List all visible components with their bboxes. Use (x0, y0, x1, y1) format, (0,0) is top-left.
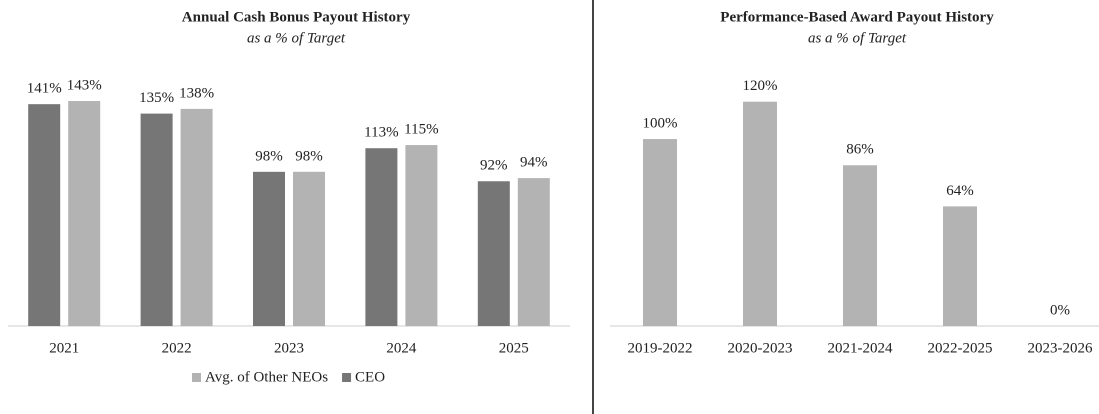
value-label: 86% (846, 142, 874, 158)
bar (293, 171, 325, 326)
value-label: 100% (643, 116, 678, 132)
value-label: 120% (743, 78, 778, 94)
bar (365, 148, 398, 326)
x-tick-label: 2023-2026 (1028, 340, 1093, 356)
value-label: 98% (255, 148, 283, 164)
chart-subtitle: as a % of Target (808, 30, 907, 46)
legend-label: Avg. of Other NEOs (205, 369, 328, 385)
x-tick-label: 2021 (49, 340, 79, 356)
value-label: 141% (27, 81, 62, 97)
value-label: 113% (364, 125, 398, 141)
chart-title: Annual Cash Bonus Payout History (182, 9, 411, 25)
x-tick-label: 2023 (274, 340, 304, 356)
x-tick-label: 2020-2023 (728, 340, 793, 356)
legend-swatch (192, 373, 201, 382)
bar (517, 178, 550, 326)
bar (253, 171, 285, 326)
bar (28, 104, 61, 326)
value-label: 143% (67, 77, 102, 93)
value-label: 115% (404, 122, 438, 138)
bar (943, 206, 977, 326)
value-label: 92% (480, 158, 508, 174)
bar (743, 101, 777, 326)
legend-swatch (342, 373, 352, 382)
x-tick-label: 2022 (162, 340, 192, 356)
bar (477, 181, 510, 326)
x-tick-label: 2022-2025 (928, 340, 993, 356)
bar (643, 139, 677, 326)
bar (843, 165, 877, 326)
x-tick-label: 2019-2022 (628, 340, 693, 356)
value-label: 138% (179, 85, 214, 101)
bar (68, 101, 101, 326)
bar (405, 145, 438, 326)
value-label: 0% (1050, 302, 1070, 318)
bar (140, 113, 173, 326)
bar (180, 108, 213, 326)
value-label: 94% (520, 155, 548, 171)
value-label: 98% (295, 148, 323, 164)
x-tick-label: 2021-2024 (828, 340, 893, 356)
chart-title: Performance-Based Award Payout History (720, 9, 994, 25)
legend-label: CEO (355, 369, 385, 385)
x-tick-label: 2024 (386, 340, 417, 356)
value-label: 64% (946, 183, 974, 199)
x-tick-label: 2025 (499, 340, 529, 356)
value-label: 135% (139, 90, 174, 106)
chart-subtitle: as a % of Target (247, 30, 346, 46)
